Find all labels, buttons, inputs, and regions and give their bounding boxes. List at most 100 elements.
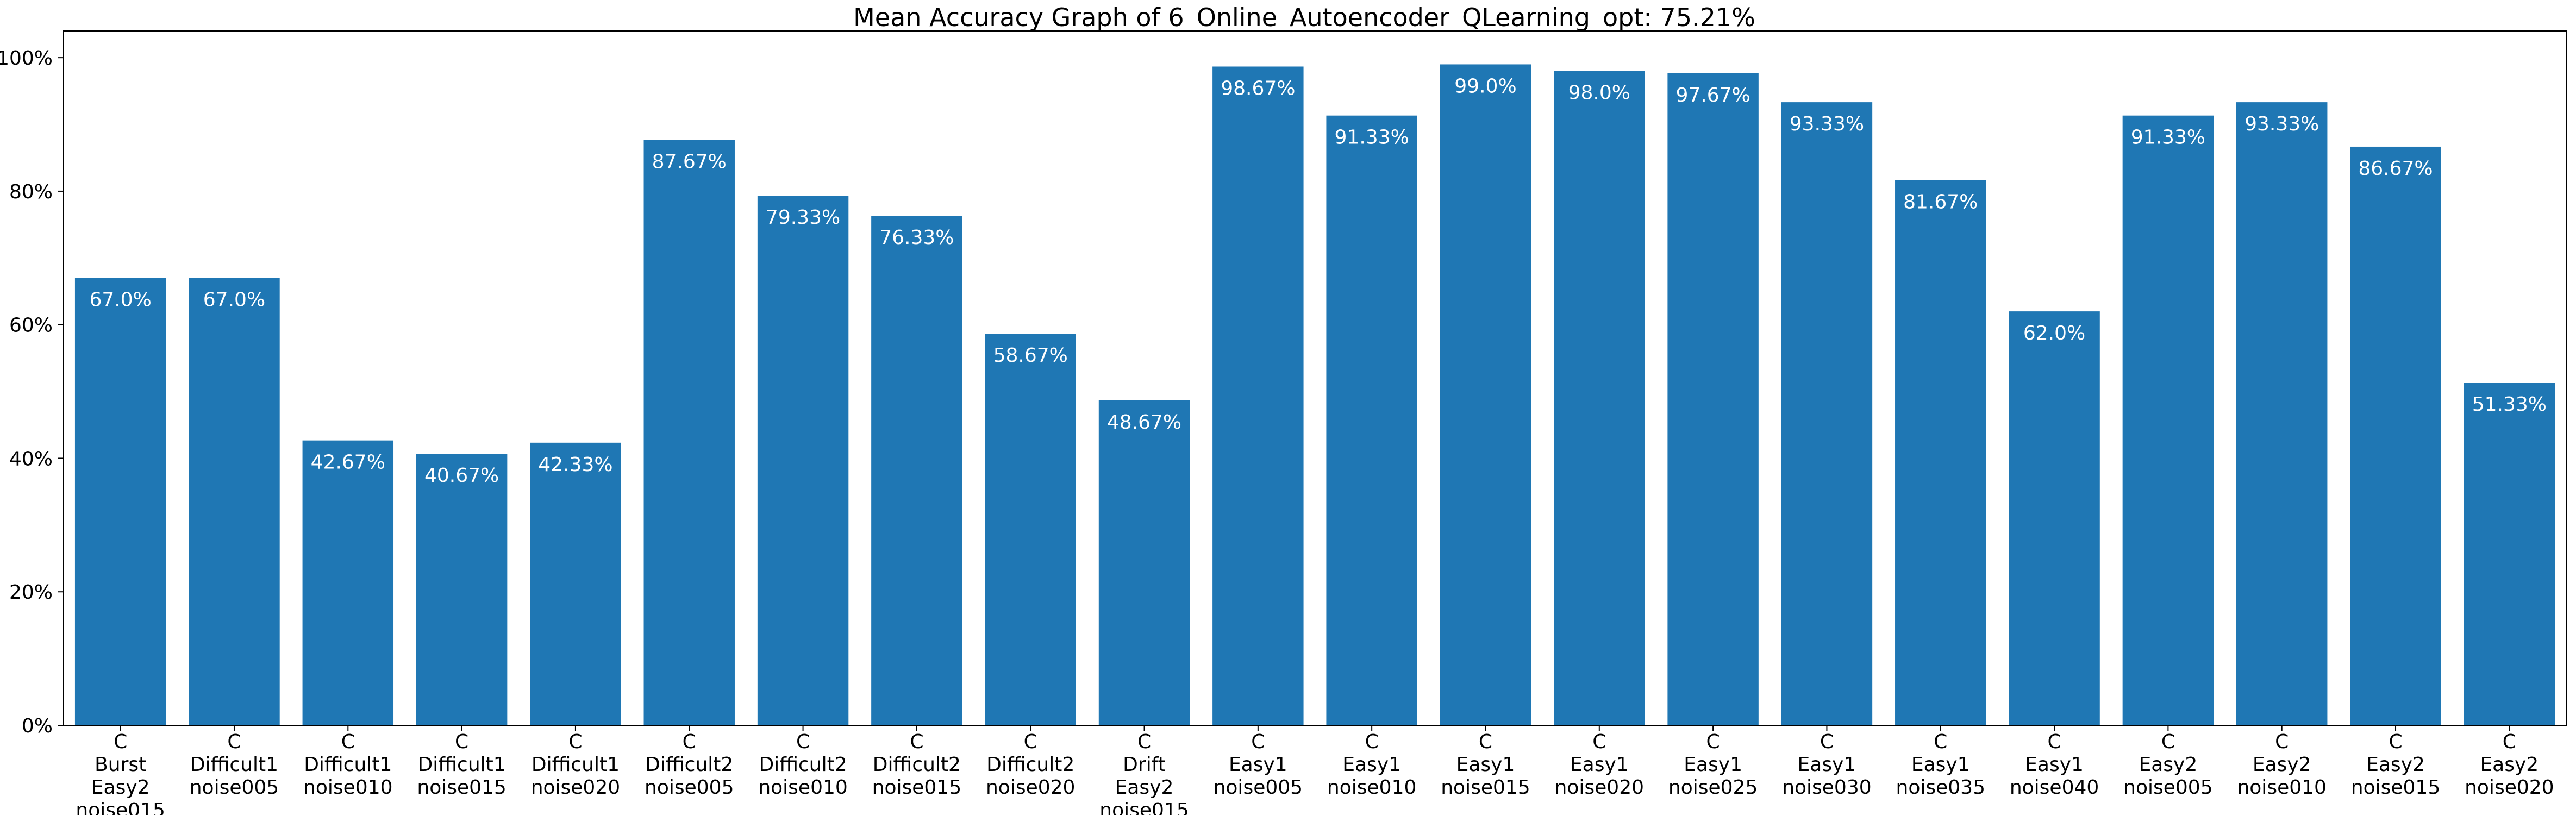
data-labels-group: 67.0% 67.0% 42.67% 40.67% 42.33% 87.67% 79.33%…	[89, 75, 2547, 487]
bar-8	[985, 334, 1076, 725]
x-tick-label-line: C	[1479, 731, 1492, 753]
x-tick-label-line: Easy1	[1911, 754, 1970, 776]
x-tick-label-line: noise020	[531, 776, 620, 799]
data-label-15: 93.33%	[1790, 113, 1864, 135]
x-tick-label-line: Difficult1	[190, 754, 278, 776]
bar-3	[416, 454, 508, 725]
x-tick-label-line: C	[455, 731, 468, 753]
bar-16	[1895, 180, 1986, 725]
data-label-12: 99.0%	[1454, 75, 1516, 97]
x-tick-label-line: Easy2	[2253, 754, 2311, 776]
x-tick-label-17: C Easy1 noise040	[2010, 731, 2099, 799]
x-tick-label-line: noise020	[2465, 776, 2554, 799]
data-label-17: 62.0%	[2023, 322, 2085, 344]
bar-17	[2009, 311, 2100, 725]
x-tick-label-line: Easy2	[2366, 754, 2425, 776]
x-tick-label-line: C	[1365, 731, 1379, 753]
bar-1	[189, 278, 280, 725]
x-tick-label-3: C Difficult1 noise015	[417, 731, 506, 799]
x-tick-label-line: Burst	[95, 754, 146, 776]
x-tick-label-line: Easy1	[1229, 754, 1287, 776]
x-tick-label-line: Difficult1	[532, 754, 620, 776]
bar-21	[2464, 383, 2555, 725]
x-tick-label-14: C Easy1 noise025	[1668, 731, 1758, 799]
x-tick-label-line: Difficult2	[645, 754, 733, 776]
x-tick-label-line: Easy1	[1456, 754, 1515, 776]
bar-14	[1667, 73, 1759, 725]
y-tick-label-0: 0%	[22, 715, 53, 737]
x-tick-label-line: noise020	[986, 776, 1075, 799]
x-tick-label-line: noise015	[1441, 776, 1530, 799]
bar-4	[530, 442, 621, 725]
x-tick-label-line: C	[683, 731, 696, 753]
x-tick-label-7: C Difficult2 noise015	[872, 731, 961, 799]
data-label-6: 79.33%	[766, 206, 840, 229]
data-label-19: 93.33%	[2244, 113, 2319, 135]
x-tick-label-line: noise010	[2237, 776, 2326, 799]
data-label-2: 42.67%	[311, 452, 385, 474]
x-tick-label-18: C Easy2 noise005	[2123, 731, 2212, 799]
x-tick-label-line: Easy1	[1342, 754, 1401, 776]
x-tick-label-line: Difficult1	[304, 754, 392, 776]
x-tick-label-line: noise040	[2010, 776, 2099, 799]
x-tick-label-line: C	[568, 731, 582, 753]
x-tick-label-line: noise025	[1668, 776, 1758, 799]
x-tick-label-20: C Easy2 noise015	[2351, 731, 2440, 799]
x-tick-label-line: noise035	[1896, 776, 1985, 799]
y-tick-label-4: 80%	[9, 181, 53, 203]
bar-18	[2122, 115, 2214, 725]
x-tick-label-line: Difficult2	[759, 754, 847, 776]
x-tick-label-9: C Drift Easy2 noise015	[1099, 731, 1189, 815]
y-tick-label-3: 60%	[9, 315, 53, 337]
bar-7	[871, 216, 962, 725]
data-label-4: 42.33%	[538, 454, 612, 476]
x-tick-label-line: C	[114, 731, 127, 753]
x-tick-label-line: noise015	[872, 776, 961, 799]
x-tick-label-line: noise020	[1555, 776, 1644, 799]
plot-frame	[63, 30, 2567, 726]
x-tick-label-line: Difficult1	[418, 754, 506, 776]
x-tick-label-line: noise015	[76, 799, 165, 815]
x-tick-label-line: Easy1	[1570, 754, 1629, 776]
bar-0	[74, 278, 166, 725]
x-tick-label-line: Easy2	[2480, 754, 2539, 776]
x-tick-label-line: Easy2	[2139, 754, 2197, 776]
bar-20	[2350, 146, 2441, 726]
x-tick-label-16: C Easy1 noise035	[1896, 731, 1985, 799]
x-tick-label-line: Drift	[1123, 754, 1166, 776]
x-tick-label-line: noise005	[2123, 776, 2212, 799]
x-tick-label-line: noise010	[303, 776, 392, 799]
x-tick-label-line: C	[2047, 731, 2061, 753]
data-label-9: 48.67%	[1107, 411, 1181, 434]
data-label-20: 86.67%	[2358, 158, 2433, 180]
x-tick-label-1: C Difficult1 noise005	[190, 731, 279, 799]
bar-10	[1212, 66, 1304, 725]
x-tick-label-21: C Easy2 noise020	[2465, 731, 2554, 799]
x-tick-label-line: C	[227, 731, 241, 753]
data-label-1: 67.0%	[203, 289, 265, 311]
data-label-5: 87.67%	[652, 151, 727, 173]
x-tick-label-11: C Easy1 noise010	[1327, 731, 1416, 799]
x-tick-label-line: C	[1820, 731, 1834, 753]
bar-15	[1781, 102, 1873, 725]
bar-19	[2236, 102, 2328, 725]
x-tick-label-8: C Difficult2 noise020	[986, 731, 1075, 799]
x-tick-label-line: C	[2389, 731, 2402, 753]
x-tick-label-2: C Difficult1 noise010	[303, 731, 392, 799]
bar-5	[643, 140, 735, 726]
x-tick-label-line: C	[2161, 731, 2175, 753]
x-tick-label-line: noise030	[1782, 776, 1871, 799]
x-tick-label-line: C	[1706, 731, 1720, 753]
x-tick-label-0: C Burst Easy2 noise015	[76, 731, 165, 815]
data-label-21: 51.33%	[2472, 393, 2547, 416]
x-tick-label-line: Easy1	[2025, 754, 2084, 776]
x-tick-label-line: noise005	[190, 776, 279, 799]
y-tick-label-2: 40%	[9, 448, 53, 470]
data-label-14: 97.67%	[1675, 84, 1750, 106]
x-tick-label-line: C	[341, 731, 355, 753]
y-tick-label-1: 20%	[9, 581, 53, 604]
x-tick-label-line: noise005	[1214, 776, 1303, 799]
bar-11	[1326, 115, 1417, 725]
